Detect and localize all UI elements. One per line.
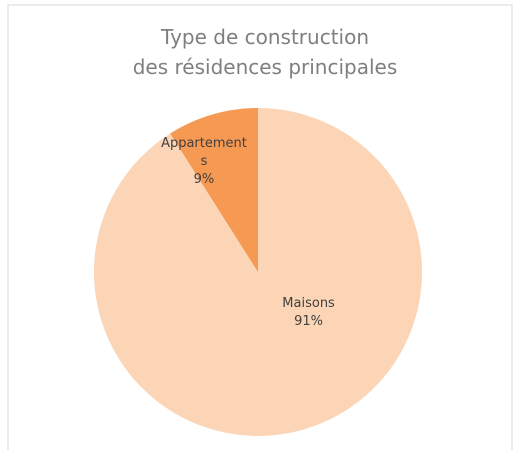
slice-value: 9% bbox=[193, 171, 215, 187]
data-label: Maisons 91% bbox=[263, 295, 355, 331]
slice-name: Maisons bbox=[282, 295, 335, 311]
frame bbox=[7, 4, 513, 450]
data-label: Appartements 9% bbox=[158, 135, 250, 189]
chart-title: des résidences principales bbox=[133, 55, 398, 79]
chart-title: Type de construction bbox=[160, 25, 369, 49]
pie-slice bbox=[170, 108, 258, 272]
slice-name: Appartements bbox=[161, 135, 247, 169]
slice-value: 91% bbox=[294, 313, 324, 329]
